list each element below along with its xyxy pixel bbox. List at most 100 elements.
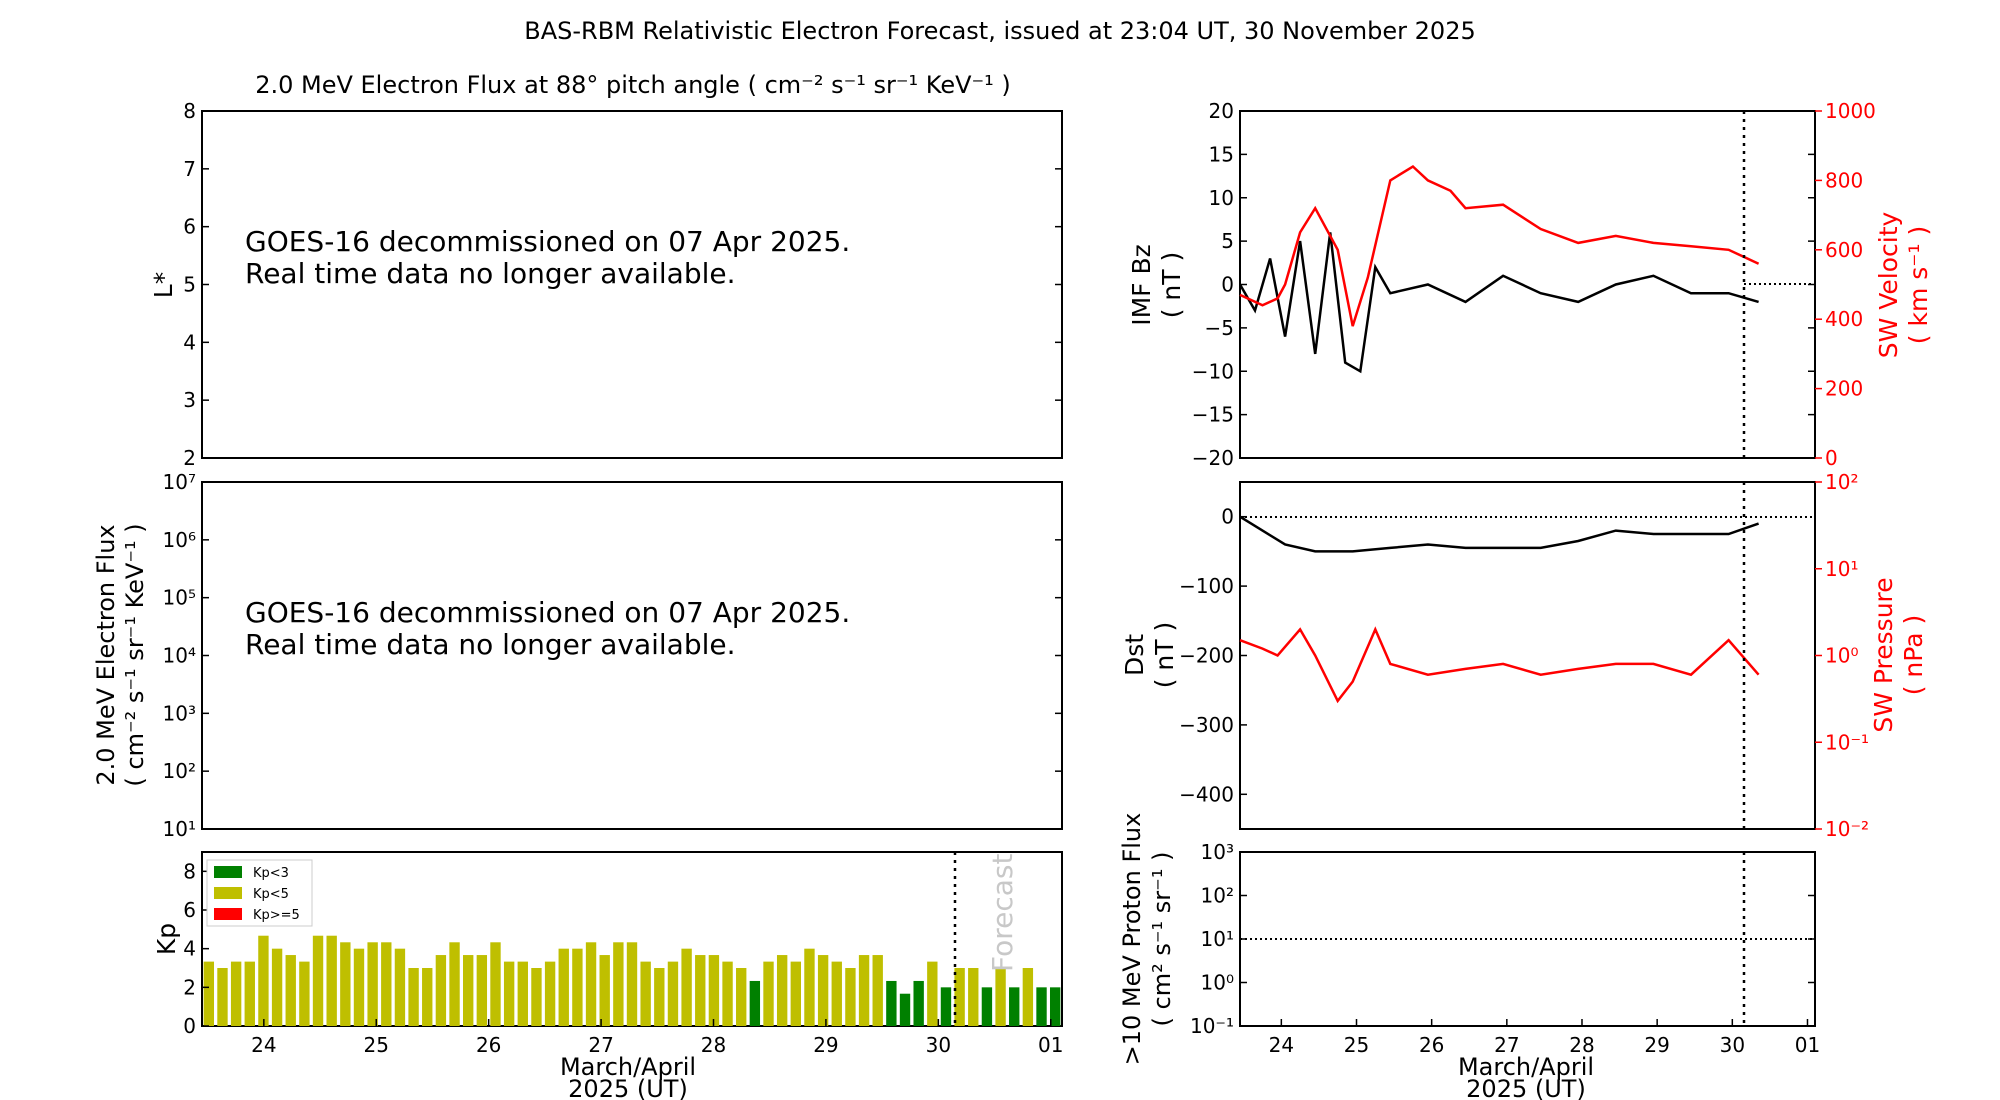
proton-x-tick-label: 01 bbox=[1795, 1033, 1820, 1057]
dst-y-tick-label: −300 bbox=[1179, 713, 1234, 737]
kp-y-tick-label: 4 bbox=[183, 937, 196, 961]
kp-y-tick-label: 6 bbox=[183, 898, 196, 922]
lstar-y-tick-label: 6 bbox=[183, 215, 196, 239]
lstar-panel-title: 2.0 MeV Electron Flux at 88° pitch angle… bbox=[255, 71, 1011, 99]
kp-bar bbox=[981, 987, 993, 1026]
lstar-notice-line2: Real time data no longer available. bbox=[245, 257, 736, 290]
lstar-y-ticks: 2 3 4 5 6 7 8 bbox=[183, 99, 1062, 470]
dst-y-axis-units: ( nT ) bbox=[1150, 622, 1179, 689]
kp-legend-swatch-low bbox=[214, 866, 242, 878]
kp-x-tick-label: 01 bbox=[1038, 1033, 1063, 1057]
kp-bar bbox=[271, 948, 283, 1026]
kp-x-tick-label: 29 bbox=[813, 1033, 838, 1057]
kp-bar bbox=[394, 948, 406, 1026]
kp-bar bbox=[244, 961, 255, 1026]
proton-x-tick-label: 27 bbox=[1494, 1033, 1519, 1057]
kp-bar bbox=[899, 993, 911, 1026]
kp-bar bbox=[326, 935, 337, 1026]
sw-pressure-y-axis-units: ( nPa ) bbox=[1899, 615, 1928, 696]
kp-bar bbox=[230, 961, 242, 1026]
proton-y-tick-label: 10³ bbox=[1201, 840, 1234, 864]
dst-series bbox=[1239, 515, 1760, 704]
kp-bar bbox=[626, 942, 638, 1026]
imf-series-left bbox=[1238, 232, 1759, 374]
proton-y-tick-label: 10⁰ bbox=[1201, 971, 1234, 995]
lstar-panel: 2.0 MeV Electron Flux at 88° pitch angle… bbox=[149, 71, 1063, 470]
dst-y-tick-label: −400 bbox=[1179, 782, 1234, 806]
kp-legend-label-low: Kp<3 bbox=[253, 866, 289, 881]
kp-bar bbox=[476, 955, 488, 1026]
kp-bar bbox=[667, 961, 679, 1026]
kp-bar bbox=[490, 942, 501, 1026]
electron-flux-y-tick-label: 10³ bbox=[163, 701, 196, 725]
proton-y-ticks: 10⁻¹ 10⁰ 10¹ 10² 10³ bbox=[1190, 840, 1815, 1038]
kp-x-tick-label: 27 bbox=[588, 1033, 613, 1057]
electron-flux-y-tick-label: 10⁵ bbox=[163, 586, 196, 610]
kp-legend-label-high: Kp>=5 bbox=[253, 908, 300, 923]
kp-bar bbox=[367, 942, 378, 1026]
kp-bar bbox=[790, 961, 801, 1026]
proton-x-axis-label: March/April bbox=[1458, 1053, 1594, 1081]
imf-y-tick-label: −20 bbox=[1192, 446, 1234, 470]
kp-y-tick-label: 2 bbox=[183, 975, 196, 999]
sw-velocity-y-tick-label: 0 bbox=[1825, 446, 1838, 470]
imf-y-tick-label: −5 bbox=[1205, 316, 1234, 340]
lstar-y-tick-label: 2 bbox=[183, 446, 196, 470]
kp-bar bbox=[654, 968, 665, 1026]
sw-velocity-y-ticks: 0 200 400 600 800 1000 bbox=[1815, 99, 1876, 470]
sw-velocity-y-tick-label: 200 bbox=[1825, 377, 1863, 401]
proton-x-tick-label: 26 bbox=[1419, 1033, 1444, 1057]
kp-x-tick-label: 30 bbox=[926, 1033, 951, 1057]
proton-x-tick-label: 25 bbox=[1344, 1033, 1369, 1057]
imf-y-tick-label: 10 bbox=[1209, 186, 1234, 210]
kp-bar bbox=[203, 961, 215, 1026]
sw-velocity-y-tick-label: 400 bbox=[1825, 307, 1863, 331]
kp-bar bbox=[872, 955, 883, 1026]
kp-y-tick-label: 0 bbox=[183, 1014, 196, 1038]
kp-bar bbox=[968, 968, 979, 1026]
kp-x-tick-label: 24 bbox=[251, 1033, 276, 1057]
kp-bar bbox=[381, 942, 392, 1026]
lstar-y-tick-label: 7 bbox=[183, 157, 196, 181]
lstar-y-tick-label: 5 bbox=[183, 273, 196, 297]
imf-panel: −20 −15 −10 −5 0 5 10 15 20 0 200 400 600 800 1000 IM… bbox=[1127, 99, 1933, 470]
imf-y-tick-label: −15 bbox=[1192, 403, 1234, 427]
kp-x-tick-label: 26 bbox=[476, 1033, 501, 1057]
imf-y-ticks: −20 −15 −10 −5 0 5 10 15 20 bbox=[1192, 99, 1815, 470]
kp-bars bbox=[203, 935, 1061, 1026]
sw-pressure-y-tick-label: 10⁻² bbox=[1825, 817, 1869, 841]
kp-y-tick-label: 8 bbox=[183, 859, 196, 883]
kp-bar bbox=[681, 948, 692, 1026]
kp-bar bbox=[258, 935, 269, 1026]
kp-bar bbox=[831, 961, 842, 1026]
kp-bar bbox=[1022, 968, 1034, 1026]
kp-bar bbox=[353, 948, 365, 1026]
proton-x-ticks: 24 25 26 27 28 29 30 01 bbox=[1269, 1019, 1820, 1057]
kp-bar bbox=[585, 942, 597, 1026]
imf-y-tick-label: 15 bbox=[1209, 142, 1234, 166]
kp-bar bbox=[722, 961, 733, 1026]
electron-flux-y-tick-label: 10⁶ bbox=[163, 528, 196, 552]
lstar-y-tick-label: 8 bbox=[183, 99, 196, 123]
electron-flux-notice-line1: GOES-16 decommissioned on 07 Apr 2025. bbox=[245, 596, 850, 629]
kp-bar bbox=[640, 961, 651, 1026]
kp-bar bbox=[340, 942, 351, 1026]
sw-velocity-y-tick-label: 600 bbox=[1825, 238, 1863, 262]
kp-x-tick-label: 25 bbox=[364, 1033, 389, 1057]
dst-y-tick-label: −100 bbox=[1179, 574, 1234, 598]
proton-y-tick-label: 10¹ bbox=[1201, 927, 1234, 951]
proton-y-tick-label: 10⁻¹ bbox=[1190, 1014, 1234, 1038]
proton-panel: 10⁻¹ 10⁰ 10¹ 10² 10³ 24 25 26 27 28 29 30 01 >10 Me… bbox=[1118, 813, 1820, 1100]
sw-pressure-y-tick-label: 10² bbox=[1825, 470, 1858, 494]
kp-forecast-label: Forecast bbox=[986, 853, 1019, 972]
sw-pressure-y-ticks: 10⁻² 10⁻¹ 10⁰ 10¹ 10² bbox=[1815, 470, 1869, 841]
proton-x-tick-label: 30 bbox=[1720, 1033, 1745, 1057]
kp-bar bbox=[558, 948, 569, 1026]
kp-bar bbox=[408, 968, 419, 1026]
kp-bar bbox=[845, 968, 856, 1026]
dst-y-tick-label: 0 bbox=[1221, 505, 1234, 529]
kp-bar bbox=[312, 935, 324, 1026]
kp-x-tick-label: 28 bbox=[701, 1033, 726, 1057]
